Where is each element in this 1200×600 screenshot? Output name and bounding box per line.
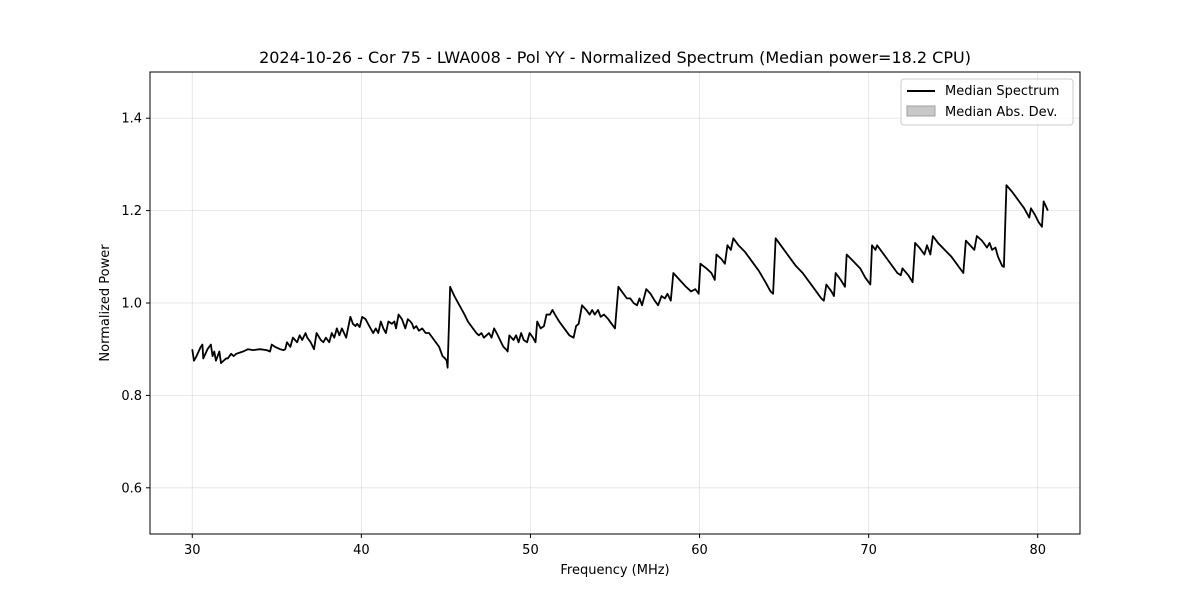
legend: Median Spectrum Median Abs. Dev. <box>900 78 1074 126</box>
legend-label-median-abs-dev: Median Abs. Dev. <box>945 105 1057 120</box>
y-tick-label: 1.0 <box>121 297 142 312</box>
series-line-median-spectrum <box>191 184 1049 369</box>
axis-ticks: 30 40 50 60 70 80 0.6 0.8 1.0 1.2 1.4 <box>121 112 1046 558</box>
legend-patch-swatch <box>906 105 936 117</box>
x-tick-label: 70 <box>860 543 877 558</box>
x-tick-label: 40 <box>353 543 370 558</box>
y-tick-label: 0.8 <box>121 389 142 404</box>
chart-title: 2024-10-26 - Cor 75 - LWA008 - Pol YY - … <box>259 48 971 67</box>
x-tick-label: 80 <box>1029 543 1046 558</box>
y-tick-label: 1.4 <box>121 112 142 127</box>
plot-data <box>191 184 1049 369</box>
x-tick-label: 50 <box>522 543 539 558</box>
x-axis-label: Frequency (MHz) <box>560 563 669 578</box>
x-tick-label: 60 <box>691 543 708 558</box>
legend-label-median-spectrum: Median Spectrum <box>945 84 1059 99</box>
y-axis-label: Normalized Power <box>98 244 113 362</box>
legend-box <box>900 78 1074 126</box>
y-tick-label: 0.6 <box>121 481 142 496</box>
y-tick-label: 1.2 <box>121 204 142 219</box>
x-tick-label: 30 <box>184 543 201 558</box>
